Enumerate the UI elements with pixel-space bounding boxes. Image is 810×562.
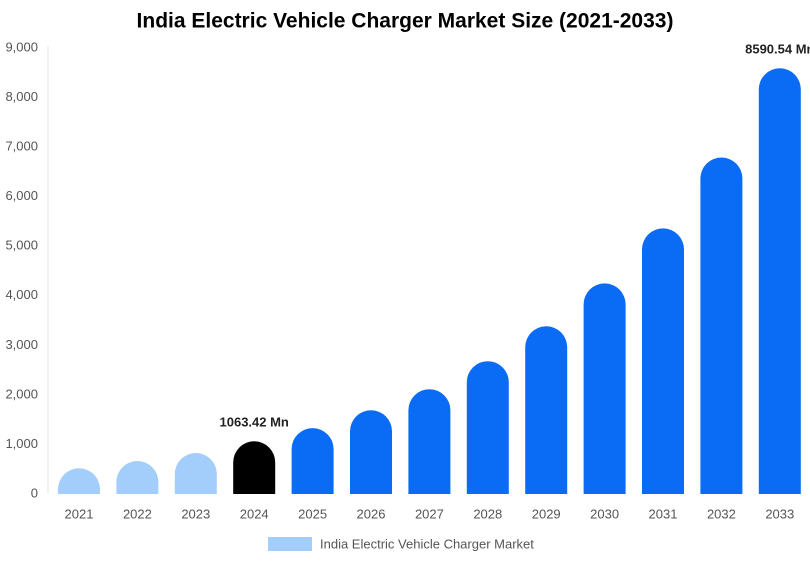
bar <box>291 428 334 494</box>
bar <box>583 283 626 494</box>
legend-label: India Electric Vehicle Charger Market <box>320 536 534 551</box>
bar <box>58 468 100 494</box>
x-tick-label: 2030 <box>590 506 619 521</box>
x-tick-label: 2023 <box>181 506 210 521</box>
value-label: 8590.54 Mn <box>745 42 810 57</box>
bar <box>408 389 451 494</box>
x-tick-label: 2024 <box>240 506 269 521</box>
x-tick-label: 2021 <box>65 506 94 521</box>
x-tick-label: 2029 <box>532 506 561 521</box>
x-tick-label: 2022 <box>123 506 152 521</box>
x-tick-label: 2025 <box>298 506 327 521</box>
bar <box>174 453 217 494</box>
y-tick-label: 6,000 <box>5 188 38 203</box>
y-tick-label: 7,000 <box>5 139 38 154</box>
bar <box>116 461 159 494</box>
chart-title: India Electric Vehicle Charger Market Si… <box>137 10 674 33</box>
x-tick-label: 2032 <box>707 506 736 521</box>
bar <box>350 410 392 494</box>
x-tick-label: 2028 <box>473 506 502 521</box>
value-label: 1063.42 Mn <box>220 415 289 430</box>
x-tick-label: 2026 <box>357 506 386 521</box>
y-tick-label: 9,000 <box>5 39 38 54</box>
legend-swatch <box>268 537 312 551</box>
bar <box>525 326 568 494</box>
y-tick-label: 3,000 <box>5 337 38 352</box>
x-tick-label: 2027 <box>415 506 444 521</box>
x-tick-label: 2033 <box>765 506 794 521</box>
bar <box>466 361 509 494</box>
y-tick-label: 2,000 <box>5 386 38 401</box>
y-tick-label: 5,000 <box>5 238 38 253</box>
bar <box>758 68 801 494</box>
bar <box>642 228 684 494</box>
y-tick-label: 4,000 <box>5 287 38 302</box>
y-tick-label: 8,000 <box>5 89 38 104</box>
y-tick-label: 0 <box>31 485 38 500</box>
bar <box>233 441 276 494</box>
x-tick-label: 2031 <box>649 506 678 521</box>
bar <box>700 157 743 494</box>
y-tick-label: 1,000 <box>5 436 38 451</box>
